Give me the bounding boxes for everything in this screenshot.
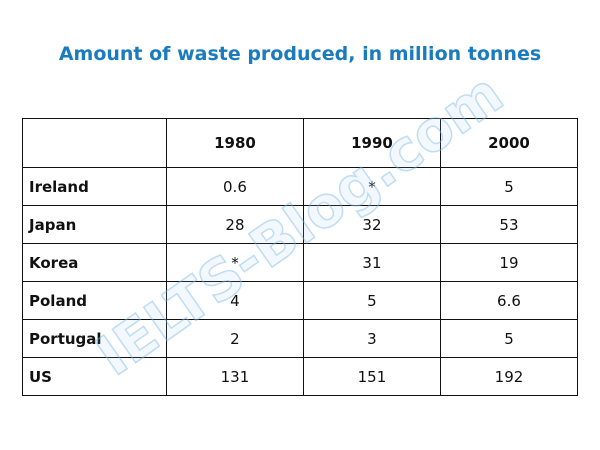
header-cell	[22, 118, 167, 168]
cell: 151	[302, 357, 441, 396]
row-label: Korea	[22, 243, 167, 282]
row-label: Japan	[22, 205, 167, 244]
table-row: Portugal 2 3 5	[22, 319, 579, 358]
cell: 31	[302, 243, 441, 282]
cell: 3	[302, 319, 441, 358]
header-cell: 1980	[165, 118, 304, 168]
header-cell: 1990	[302, 118, 441, 168]
header-row: 1980 1990 2000	[22, 118, 579, 168]
cell: 2	[165, 319, 304, 358]
header-cell: 2000	[439, 118, 579, 168]
cell: 53	[439, 205, 579, 244]
title: Amount of waste produced, in million ton…	[58, 43, 542, 65]
table-row: Ireland 0.6 * 5	[22, 167, 579, 206]
cell: 19	[439, 243, 579, 282]
cell: *	[165, 243, 304, 282]
cell: 131	[165, 357, 304, 396]
cell: 32	[302, 205, 441, 244]
table-row: Korea * 31 19	[22, 243, 579, 282]
cell: 4	[165, 281, 304, 320]
row-label: US	[22, 357, 167, 396]
row-label: Poland	[22, 281, 167, 320]
cell: 5	[439, 319, 579, 358]
cell: 6.6	[439, 281, 579, 320]
row-label: Ireland	[22, 167, 167, 206]
table-row: Poland 4 5 6.6	[22, 281, 579, 320]
cell: 192	[439, 357, 579, 396]
cell: 28	[165, 205, 304, 244]
cell: *	[302, 167, 441, 206]
table-row: US 131 151 192	[22, 357, 579, 396]
table-row: Japan 28 32 53	[22, 205, 579, 244]
cell: 5	[302, 281, 441, 320]
cell: 5	[439, 167, 579, 206]
cell: 0.6	[165, 167, 304, 206]
row-label: Portugal	[22, 319, 167, 358]
data-table: 1980 1990 2000 Ireland 0.6 * 5 Japan 28 32 53 Korea…	[22, 118, 579, 396]
